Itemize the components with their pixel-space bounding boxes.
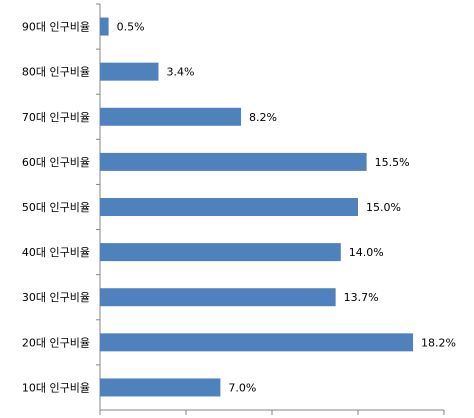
bar (100, 152, 367, 171)
value-label: 15.5% (375, 156, 410, 169)
bar (100, 378, 221, 397)
value-label: 7.0% (228, 381, 256, 394)
y-tick-label: 50대 인구비율 (22, 201, 90, 214)
value-label: 0.5% (117, 21, 145, 34)
bar (100, 333, 414, 352)
bar (100, 198, 358, 216)
value-label: 15.0% (366, 201, 401, 214)
value-label: 13.7% (344, 291, 379, 304)
y-tick-label: 10대 인구비율 (22, 381, 90, 394)
bar (100, 288, 336, 307)
y-tick-label: 40대 인구비율 (22, 246, 90, 259)
value-label: 8.2% (249, 111, 277, 124)
bar (100, 243, 341, 262)
y-tick-label: 70대 인구비율 (22, 111, 90, 124)
y-tick-label: 90대 인구비율 (22, 21, 90, 34)
bar (100, 17, 109, 36)
y-tick-label: 30대 인구비율 (22, 291, 90, 304)
value-label: 18.2% (421, 336, 456, 349)
value-label: 3.4% (166, 66, 194, 79)
y-tick-label: 80대 인구비율 (22, 66, 90, 79)
bar (100, 62, 159, 81)
bar (100, 107, 242, 126)
value-label: 14.0% (349, 246, 384, 259)
y-tick-label: 20대 인구비율 (22, 336, 90, 349)
y-tick-label: 60대 인구비율 (22, 156, 90, 169)
